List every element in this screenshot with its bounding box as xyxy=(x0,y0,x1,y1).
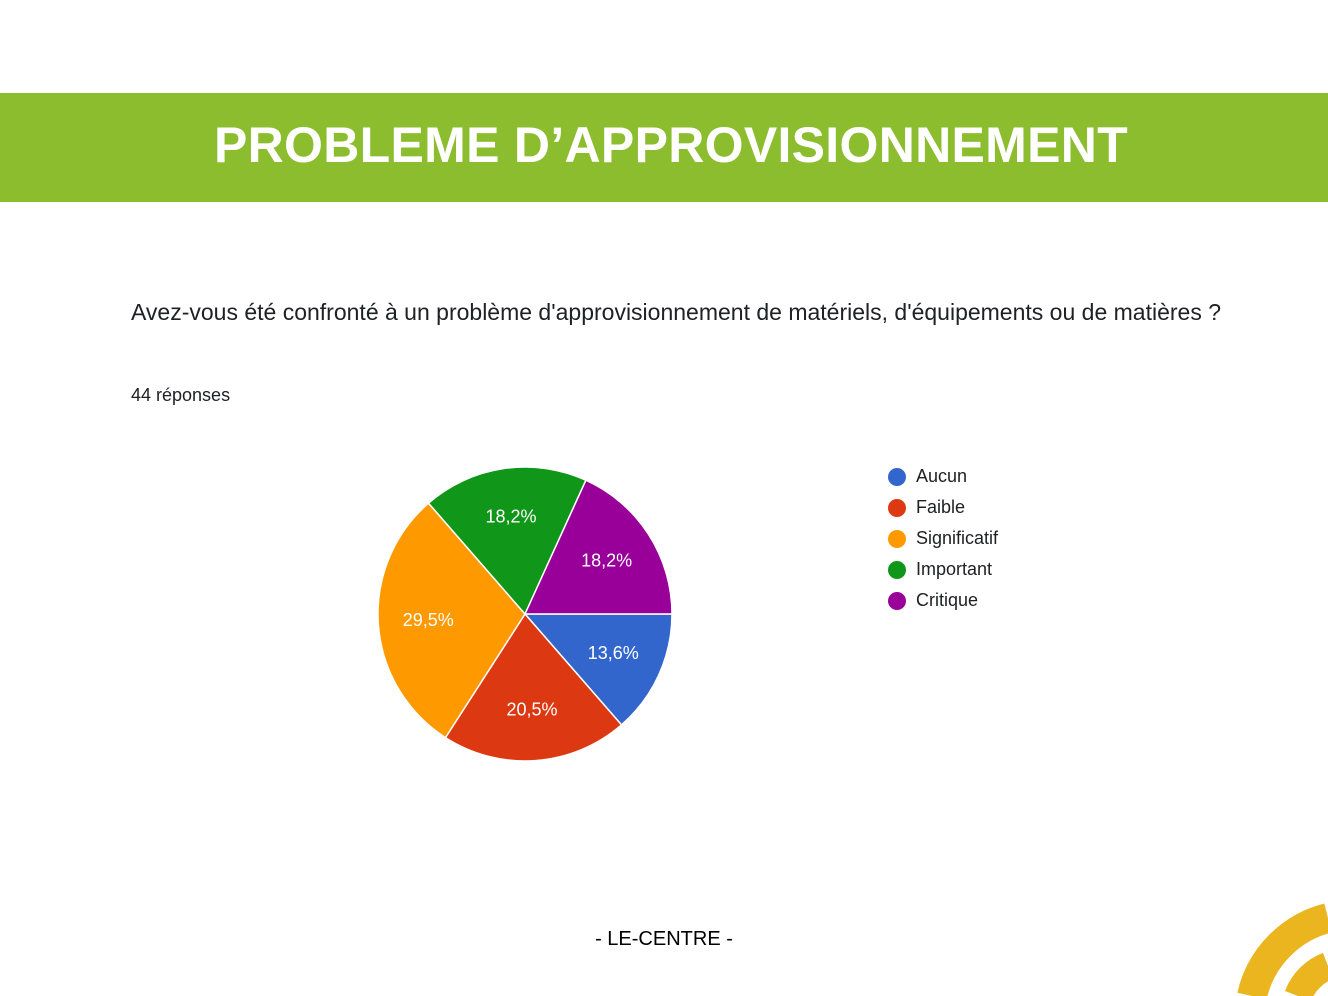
legend-swatch-critique xyxy=(888,591,906,610)
page-title: PROBLEME D’APPROVISIONNEMENT xyxy=(213,117,1129,173)
pie-label-critique: 18,2% xyxy=(581,550,632,570)
legend-label-critique: Critique xyxy=(916,590,979,610)
corner-arc-inner xyxy=(1284,952,1328,996)
legend-label-significatif: Significatif xyxy=(916,528,999,548)
pie-slice-aucun xyxy=(523,613,673,726)
legend-item-important: Important xyxy=(888,554,998,585)
pie-slice-significatif xyxy=(377,502,526,739)
corner-arc-outer xyxy=(1237,903,1328,996)
legend-label-important: Important xyxy=(916,559,993,579)
chart-legend: Aucun Faible Significatif Important Critique xyxy=(888,461,998,616)
legend-item-aucun: Aucun xyxy=(888,461,998,492)
legend-swatch-aucun xyxy=(888,467,906,486)
legend-swatch-important xyxy=(888,560,906,579)
legend-swatch-faible xyxy=(888,498,906,517)
pie-slice-faible xyxy=(444,612,623,762)
response-count: 44 réponses xyxy=(131,385,231,405)
pie-label-important: 18,2% xyxy=(486,507,537,527)
pie-label-aucun: 13,6% xyxy=(588,643,639,663)
legend-label-faible: Faible xyxy=(916,497,966,517)
legend-swatch-significatif xyxy=(888,529,906,548)
legend-label-aucun: Aucun xyxy=(916,466,968,486)
legend-item-critique: Critique xyxy=(888,585,998,616)
legend-item-faible: Faible xyxy=(888,492,998,523)
footer-text: - LE-CENTRE - xyxy=(595,928,733,950)
pie-slice-important xyxy=(427,466,587,616)
pie-label-faible: 20,5% xyxy=(506,700,557,720)
pie-label-significatif: 29,5% xyxy=(403,610,454,630)
pie-slice-critique xyxy=(523,479,673,615)
legend-item-significatif: Significatif xyxy=(888,523,998,554)
question-text: Avez-vous été confronté à un problème d'… xyxy=(131,299,1221,325)
title-banner: PROBLEME D’APPROVISIONNEMENT xyxy=(0,93,1328,202)
